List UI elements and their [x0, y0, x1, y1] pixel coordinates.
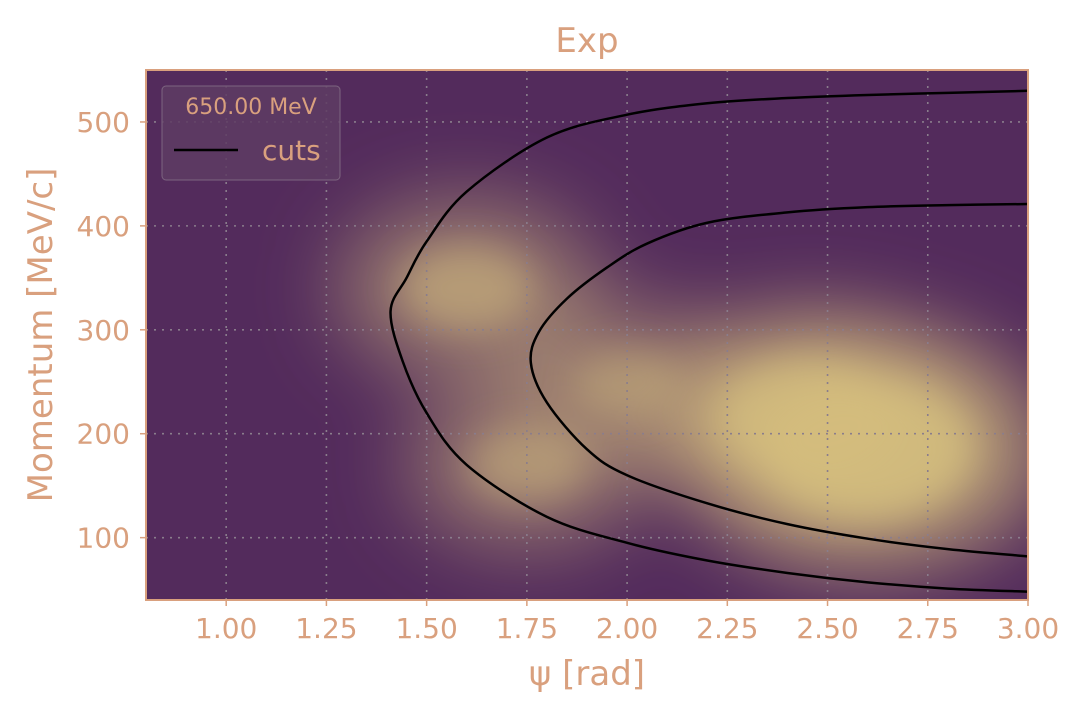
cut-curve-inner [529, 202, 1028, 558]
chart-title: Exp [555, 21, 618, 61]
grid-lines [146, 70, 1028, 600]
axis-ticks: 1.00 1.25 1.50 1.75 2.00 2.25 2.50 2.75 3.00 100 2… [77, 106, 1060, 645]
density-layer [336, 197, 1028, 571]
x-tick-label-7: 2.75 [897, 612, 959, 645]
legend-box [161, 85, 341, 181]
x-axis-label: ψ [rad] [529, 654, 645, 694]
legend-title: 650.00 MeV [185, 95, 317, 120]
y-tick-label-0: 100 [77, 522, 130, 555]
legend-cuts-label: cuts [262, 134, 321, 167]
density-core-3 [467, 426, 587, 504]
y-tick-label-3: 400 [77, 210, 130, 243]
density-core [400, 245, 973, 517]
x-tick-label-1: 1.25 [295, 612, 357, 645]
y-tick-label-4: 500 [77, 106, 130, 139]
legend: 650.00 MeV cuts [161, 85, 341, 181]
y-tick-label-2: 300 [77, 314, 130, 347]
y-tick-label-1: 200 [77, 418, 130, 451]
x-tick-label-8: 3.00 [997, 612, 1059, 645]
density-core-1 [720, 361, 895, 475]
x-tick-label-0: 1.00 [195, 612, 257, 645]
density-core-2 [400, 245, 534, 331]
x-tick-label-2: 1.50 [395, 612, 457, 645]
plot-frame [145, 69, 1029, 601]
cut-curve-outer [389, 89, 1028, 593]
cut-curves [389, 89, 1028, 593]
x-tick-label-3: 1.75 [496, 612, 558, 645]
x-tick-label-5: 2.25 [696, 612, 758, 645]
x-tick-label-6: 2.50 [796, 612, 858, 645]
y-axis-label: Momentum [MeV/c] [21, 168, 61, 503]
density-core-4 [574, 348, 680, 416]
x-tick-label-4: 2.00 [596, 612, 658, 645]
